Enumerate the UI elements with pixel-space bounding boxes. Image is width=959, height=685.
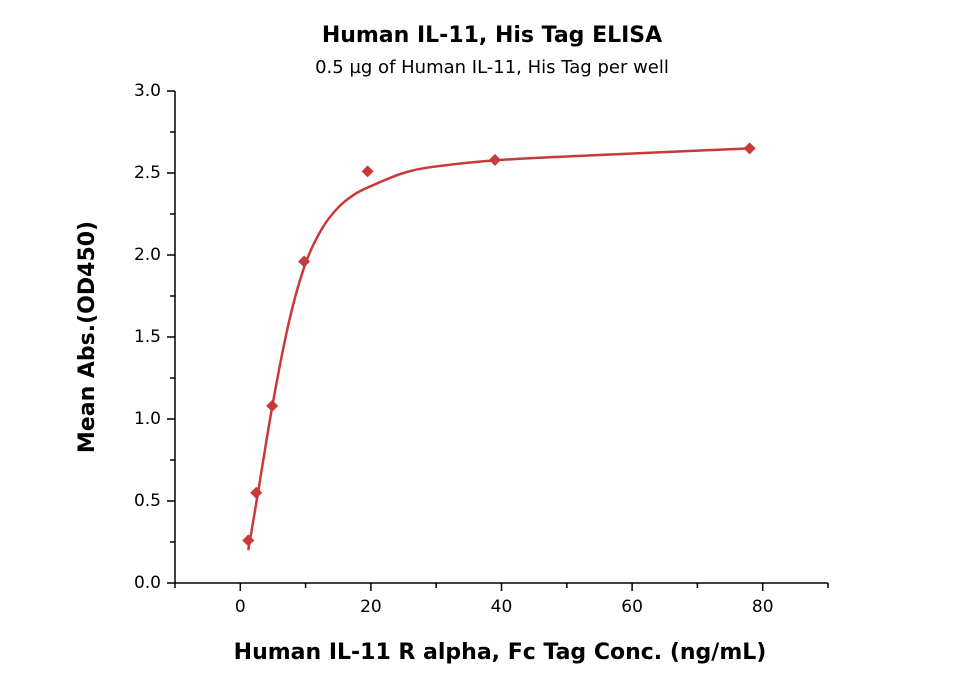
x-tick-label: 40 <box>491 597 513 617</box>
y-tick-label: 3.0 <box>134 81 161 101</box>
data-point <box>488 153 501 166</box>
x-tick-label: 80 <box>752 597 774 617</box>
chart-subtitle: 0.5 µg of Human IL-11, His Tag per well <box>315 57 669 78</box>
data-point <box>250 486 263 499</box>
y-tick-label: 1.5 <box>134 327 161 347</box>
x-tick-label: 20 <box>360 597 382 617</box>
x-tick-label: 60 <box>621 597 643 617</box>
y-axis-label: Mean Abs.(OD450) <box>75 221 100 453</box>
fit-curve <box>247 147 750 551</box>
y-tick-label: 1.0 <box>134 409 161 429</box>
chart-title: Human IL-11, His Tag ELISA <box>322 23 662 48</box>
y-tick-label: 2.5 <box>134 163 161 183</box>
data-point <box>743 142 756 155</box>
x-tick-label: 0 <box>235 597 246 617</box>
data-point <box>361 165 374 178</box>
y-tick-label: 0.0 <box>134 573 161 593</box>
y-tick-label: 0.5 <box>134 491 161 511</box>
x-axis-label: Human IL-11 R alpha, Fc Tag Conc. (ng/mL… <box>234 640 767 665</box>
data-point <box>242 534 255 547</box>
data-point <box>298 255 311 268</box>
data-point <box>266 399 279 412</box>
y-tick-label: 2.0 <box>134 245 161 265</box>
